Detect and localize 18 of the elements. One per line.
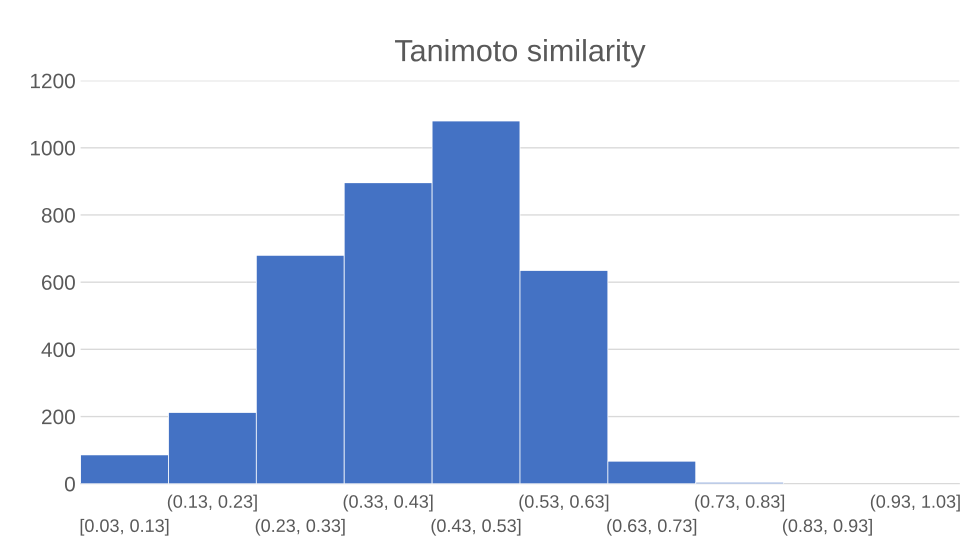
y-tick-label: 200 bbox=[42, 410, 75, 424]
x-tick-label: [0.03, 0.13] bbox=[80, 518, 168, 536]
x-tick-label: (0.53, 0.63] bbox=[519, 494, 608, 512]
y-tick-label: 800 bbox=[42, 208, 75, 223]
x-tick-label: (0.33, 0.43] bbox=[344, 494, 433, 512]
x-tick-label: (0.43, 0.53] bbox=[431, 518, 520, 536]
x-tick-label: (0.23, 0.33] bbox=[256, 518, 345, 536]
y-tick-label: 600 bbox=[42, 275, 75, 290]
x-tick-label: (0.93, 1.03] bbox=[870, 494, 960, 512]
y-tick-label: 0 bbox=[64, 476, 75, 492]
y-tick-label: 1000 bbox=[30, 140, 75, 156]
y-tick-label: 400 bbox=[41, 342, 75, 358]
x-tick-label: (0.73, 0.83] bbox=[695, 494, 784, 512]
y-tick-label: 1200 bbox=[30, 74, 75, 88]
x-tick-label: (0.83, 0.93] bbox=[782, 518, 872, 536]
x-tick-label: (0.13, 0.23] bbox=[168, 494, 257, 512]
chart-title: Tanimoto similarity bbox=[395, 39, 646, 68]
x-tick-label: (0.63, 0.73] bbox=[607, 518, 696, 536]
